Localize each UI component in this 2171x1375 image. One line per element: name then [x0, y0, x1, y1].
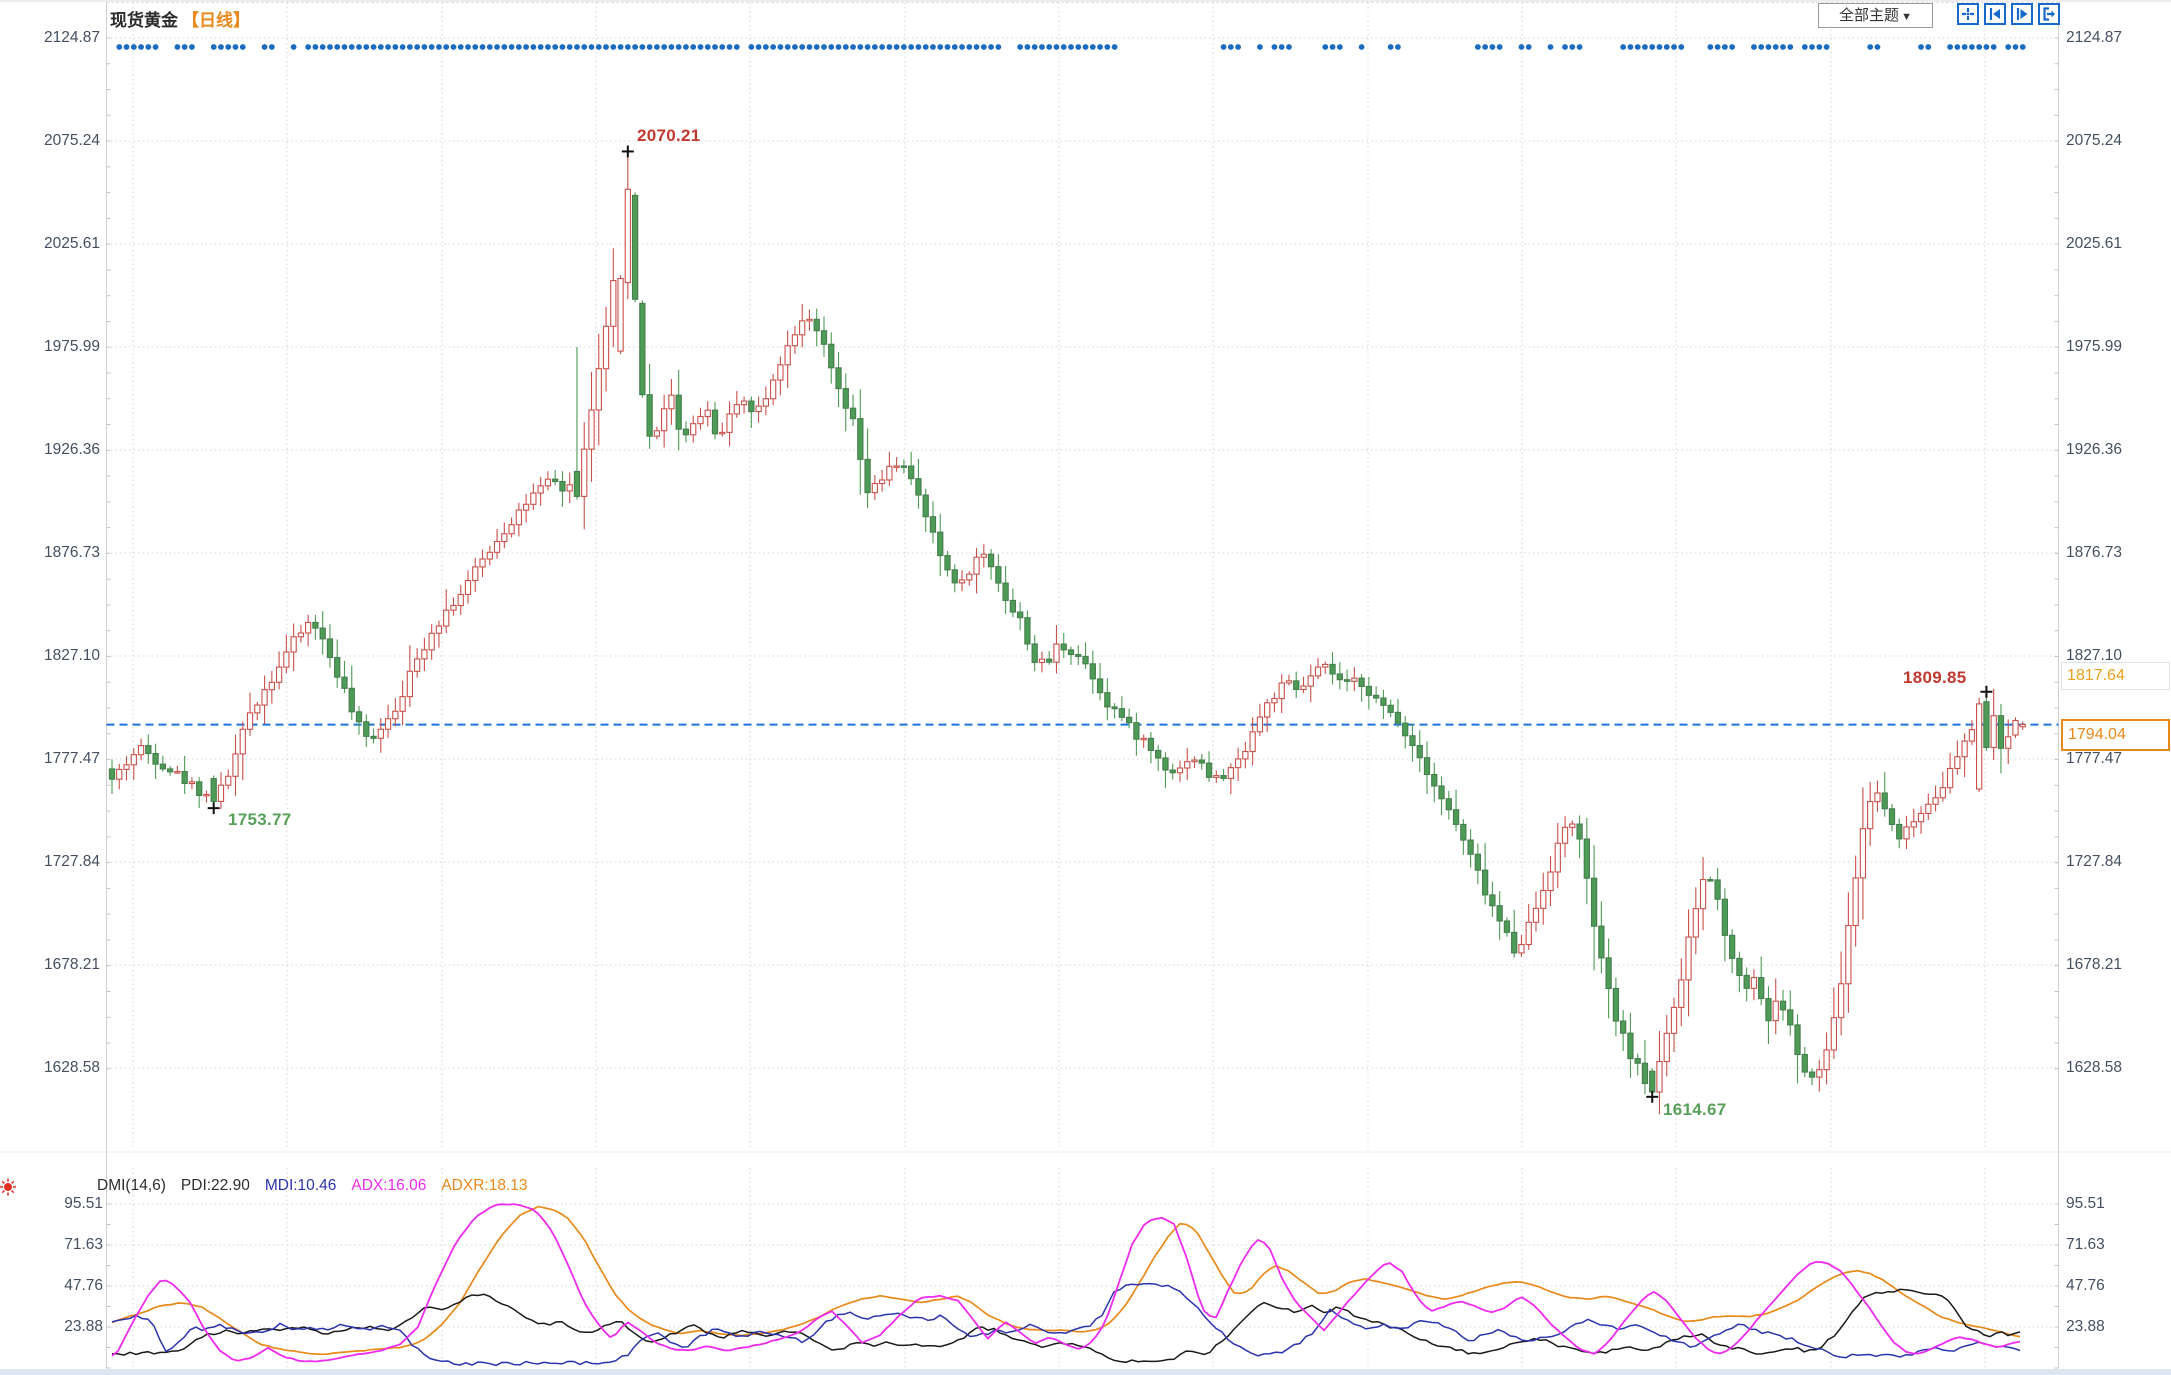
price-axis-label-left: 2075.24 — [43, 131, 100, 149]
dmi-axis-label-right: 95.51 — [2066, 1195, 2105, 1212]
last-price-tag: 1794.04 — [2061, 719, 2170, 751]
price-axis-label-right: 1777.47 — [2066, 749, 2123, 767]
window-top-edge — [0, 0, 2171, 2]
dmi-adx-value: ADX:16.06 — [351, 1177, 427, 1194]
pan-crosshair-icon[interactable] — [1957, 3, 1979, 25]
play-forward-glyph — [2016, 8, 2028, 20]
dmi-axis-label-left: 71.63 — [64, 1236, 103, 1253]
bottom-scroll-strip[interactable] — [0, 1369, 2171, 1375]
candlestick-series[interactable] — [108, 151, 2026, 1115]
skip-to-start-glyph — [1989, 8, 2000, 20]
price-axis-label-left: 1628.58 — [43, 1058, 100, 1076]
dmi-legend: DMI(14,6) PDI:22.90 MDI:10.46 ADX:16.06 … — [97, 1177, 528, 1195]
dmi-adxr-value: ADXR:18.13 — [441, 1177, 528, 1194]
adx-line — [111, 1203, 2021, 1363]
theme-dropdown[interactable]: 全部主题 ▼ — [1818, 3, 1933, 28]
price-axis-label-left: 1727.84 — [43, 852, 100, 870]
session-price-tag: 1817.64 — [2061, 662, 2170, 690]
price-axis-label-left: 2025.61 — [43, 234, 100, 252]
price-axis-label-right: 1727.84 — [2066, 852, 2123, 870]
price-axis-label-right: 1975.99 — [2066, 337, 2123, 355]
pan-crosshair-glyph — [1962, 8, 1974, 20]
dmi-pdi-value: PDI:22.90 — [180, 1177, 250, 1194]
play-forward-icon[interactable] — [2011, 3, 2033, 25]
price-axis-label-right: 2124.87 — [2066, 29, 2123, 46]
pdi-line — [111, 1288, 2021, 1364]
dmi-axis-label-right: 47.76 — [2066, 1276, 2105, 1294]
price-axis-label-left: 1827.10 — [43, 646, 100, 664]
step-out-glyph — [2043, 7, 2055, 21]
dmi-mdi-value: MDI:10.46 — [264, 1177, 337, 1194]
price-axis-label-right: 1876.73 — [2066, 543, 2123, 561]
step-out-icon[interactable] — [2038, 3, 2060, 25]
axis-frame — [106, 2, 2059, 1369]
price-axis-label-right: 2075.24 — [2066, 131, 2123, 149]
indicator-settings-icon[interactable] — [0, 1176, 22, 1198]
annotation-first-low: 1753.77 — [228, 810, 292, 829]
dmi-axis-label-right: 23.88 — [2066, 1318, 2105, 1335]
price-axis-label-left: 1777.47 — [43, 749, 100, 767]
theme-dropdown-label: 全部主题 — [1839, 7, 1900, 24]
price-axis-label-right: 1628.58 — [2066, 1058, 2123, 1076]
symbol-name: 现货黄金 — [110, 11, 178, 30]
price-axis-label-left: 2124.87 — [43, 29, 100, 46]
price-axis-label-left: 1678.21 — [43, 955, 100, 973]
extreme-price-markers — [207, 145, 1993, 1103]
dmi-axis-label-left: 23.88 — [64, 1318, 103, 1335]
adxr-line — [111, 1205, 2021, 1356]
price-axis-label-left: 1975.99 — [43, 337, 100, 355]
price-axis-label-right: 1678.21 — [2066, 955, 2123, 973]
annotation-major-low: 1614.67 — [1663, 1100, 1727, 1119]
event-marker-dots[interactable] — [116, 44, 2026, 50]
dmi-params-label: DMI(14,6) — [97, 1177, 166, 1194]
chart-title: 现货黄金 【日线】 — [110, 6, 250, 31]
annotation-peak-high: 2070.21 — [637, 126, 701, 145]
price-axis-label-left: 1926.36 — [43, 440, 100, 458]
price-axis-label-right: 1827.10 — [2066, 646, 2123, 664]
period-tag: 【日线】 — [182, 11, 250, 30]
mdi-line — [111, 1282, 2021, 1367]
price-axis-label-right: 2025.61 — [2066, 234, 2123, 252]
price-axis-label-right: 1926.36 — [2066, 440, 2123, 458]
dmi-axis-label-left: 95.51 — [64, 1195, 103, 1212]
chevron-down-icon: ▼ — [1901, 11, 1912, 23]
skip-to-start-icon[interactable] — [1984, 3, 2006, 25]
annotation-recent-high: 1809.85 — [1903, 668, 1967, 687]
dmi-axis-label-right: 71.63 — [2066, 1236, 2105, 1253]
dmi-axis-label-left: 47.76 — [64, 1276, 103, 1294]
price-axis-label-left: 1876.73 — [43, 543, 100, 561]
